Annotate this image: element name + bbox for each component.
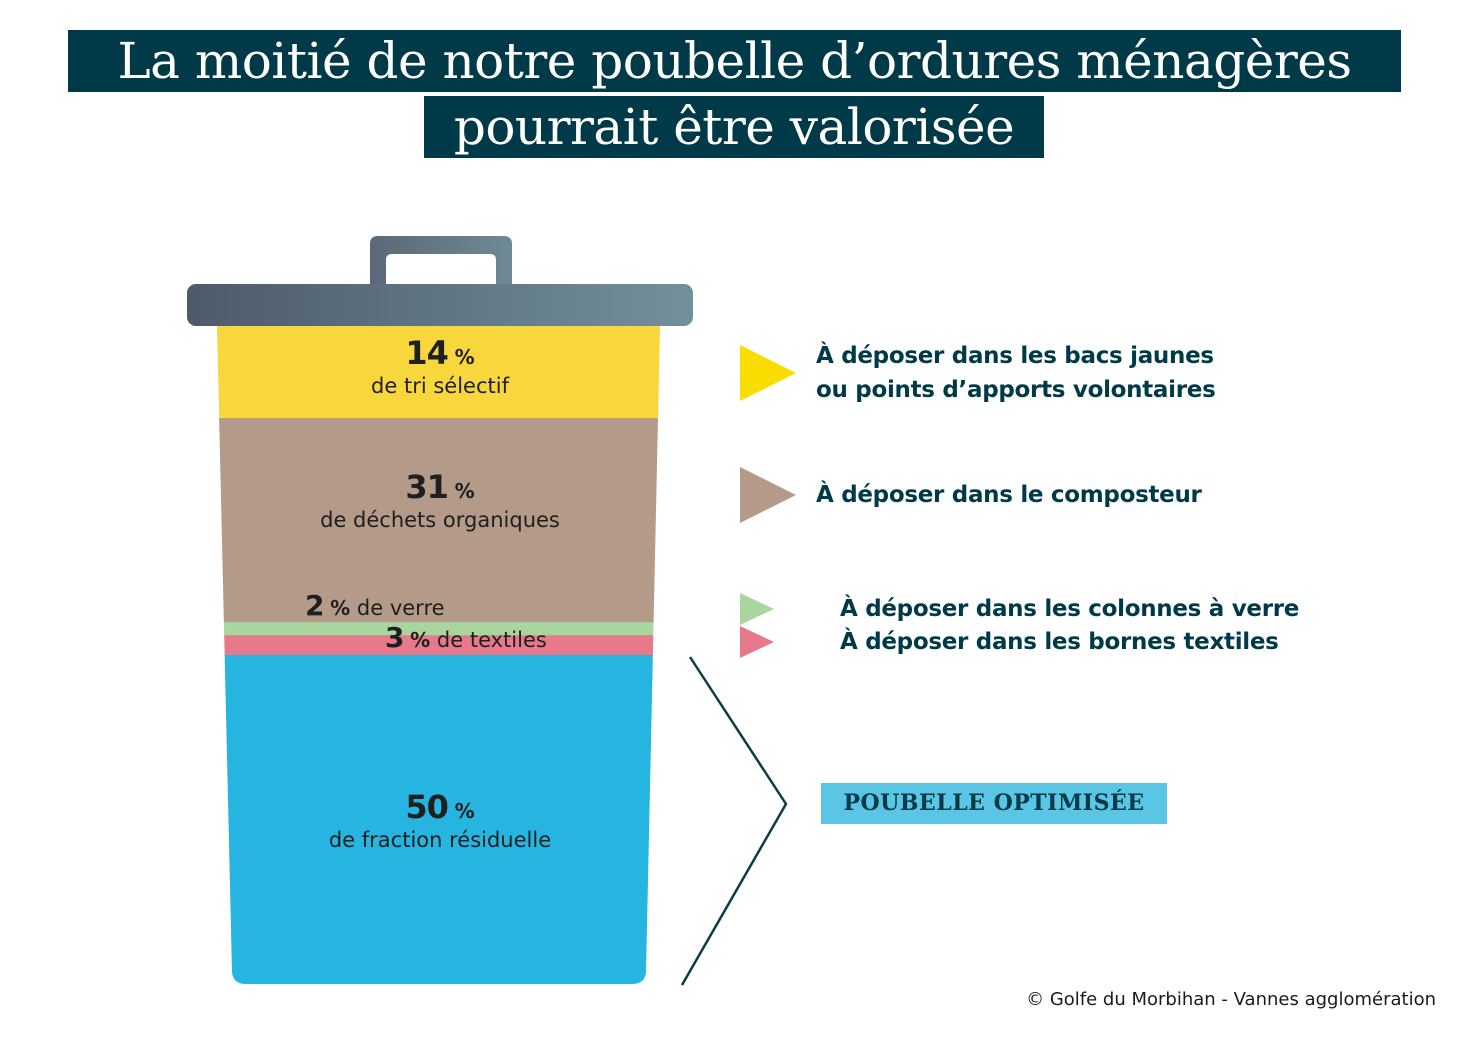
legend-item-textiles: À déposer dans les bornes textiles [740, 625, 1279, 659]
triangle-arrow-icon [740, 593, 774, 625]
copyright-notice: © Golfe du Morbihan - Vannes agglomérati… [1026, 989, 1436, 1010]
pct-value: 2 [305, 589, 325, 622]
bin-segment-4 [217, 655, 660, 984]
optimised-bin-badge: POUBELLE OPTIMISÉE [821, 783, 1167, 824]
pct-value: 14 [405, 334, 449, 372]
triangle-arrow-icon [740, 345, 796, 401]
segment-desc: de fraction résiduelle [328, 828, 552, 852]
legend-item-tri: À déposer dans les bacs jaunes ou points… [740, 339, 1216, 407]
pct-unit: % [454, 479, 475, 503]
legend-text-line: À déposer dans le composteur [816, 482, 1202, 508]
segment-label-organique: 31 % de déchets organiques [240, 468, 640, 532]
segment-label-tri: 14 % de tri sélectif [240, 334, 640, 398]
pct-unit: % [410, 628, 431, 652]
bin-lid [187, 284, 693, 326]
legend-text-line: À déposer dans les bornes textiles [840, 629, 1279, 655]
segment-desc: de textiles [436, 628, 547, 652]
segment-label-verre: 2 % de verre [305, 592, 445, 622]
segment-desc: de tri sélectif [371, 374, 509, 398]
legend-text-line: À déposer dans les colonnes à verre [840, 596, 1300, 622]
pct-value: 50 [405, 788, 449, 826]
segment-desc: de déchets organiques [320, 508, 560, 532]
triangle-arrow-icon [740, 467, 796, 523]
pct-value: 3 [385, 621, 405, 654]
legend-text-line: ou points d’apports volontaires [816, 377, 1216, 403]
bin-handle [370, 236, 512, 284]
bin-segment-3 [217, 635, 660, 656]
bin-segment-2 [217, 622, 660, 636]
pct-unit: % [330, 596, 351, 620]
segment-label-residuelle: 50 % de fraction résiduelle [240, 788, 640, 852]
legend-item-composteur: À déposer dans le composteur [740, 467, 1202, 523]
triangle-arrow-icon [740, 626, 774, 658]
pct-value: 31 [405, 468, 449, 506]
pct-unit: % [454, 799, 475, 823]
bracket-line [680, 656, 788, 986]
pct-unit: % [454, 345, 475, 369]
bin-segment-0 [217, 326, 660, 419]
legend-item-verre: À déposer dans les colonnes à verre [740, 592, 1299, 626]
page-title-line-2: pourrait être valorisée [424, 96, 1044, 158]
page-title-line-1: La moitié de notre poubelle d’ordures mé… [68, 30, 1401, 92]
segment-label-textiles: 3 % de textiles [385, 624, 547, 654]
legend-text-line: À déposer dans les bacs jaunes [816, 343, 1214, 369]
bin-segment-1 [217, 418, 660, 623]
segment-desc: de verre [356, 596, 445, 620]
